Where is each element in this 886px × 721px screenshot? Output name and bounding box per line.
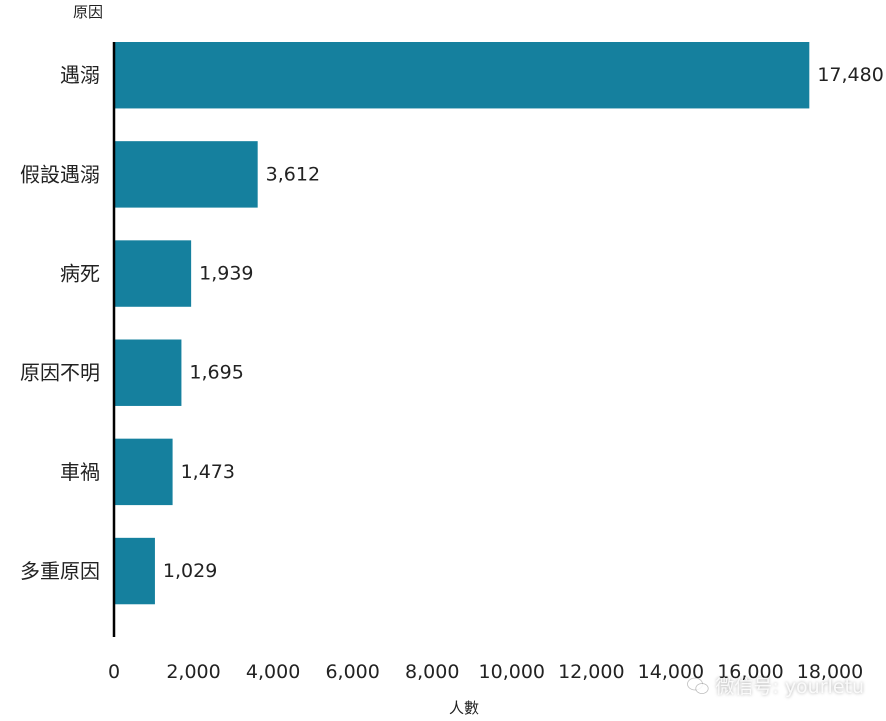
x-tick-label-3: 6,000: [325, 661, 379, 683]
category-label-3: 原因不明: [20, 361, 100, 385]
bar-0: [114, 42, 810, 109]
x-tick-label-6: 12,000: [558, 661, 624, 683]
y-axis-title: 原因: [73, 3, 103, 21]
x-tick-label-7: 14,000: [638, 661, 704, 683]
bar-4: [114, 438, 173, 506]
x-tick-labels: 0 2,000 4,000 6,000 8,000 10,000 12,000 14,000 1…: [108, 661, 863, 683]
bar-5: [114, 537, 155, 605]
value-label-4: 1,473: [181, 461, 235, 483]
value-label-1: 3,612: [266, 163, 320, 185]
bar-3: [114, 339, 182, 406]
bars-group: [114, 42, 810, 605]
x-tick-label-9: 18,000: [797, 661, 863, 683]
bar-2: [114, 240, 192, 307]
category-label-0: 遇溺: [60, 63, 100, 87]
x-tick-label-4: 8,000: [405, 661, 459, 683]
value-label-2: 1,939: [199, 263, 253, 285]
value-label-3: 1,695: [189, 362, 243, 384]
category-label-2: 病死: [60, 262, 100, 286]
value-label-0: 17,480: [817, 64, 883, 86]
x-tick-label-1: 2,000: [166, 661, 220, 683]
x-tick-label-0: 0: [108, 661, 120, 683]
bar-1: [114, 141, 258, 208]
value-labels: 17,480 3,612 1,939 1,695 1,473 1,029: [163, 64, 884, 582]
watermark-text: 微信号: yourletu: [715, 676, 864, 698]
x-tick-label-8: 16,000: [717, 661, 783, 683]
category-label-4: 車禍: [60, 460, 100, 484]
watermark: 微信号: yourletu: [687, 672, 864, 699]
wechat-icon: [687, 677, 709, 694]
category-label-1: 假設遇溺: [20, 162, 100, 186]
category-label-5: 多重原因: [20, 559, 100, 583]
x-axis-title: 人數: [449, 699, 479, 717]
x-tick-label-5: 10,000: [479, 661, 545, 683]
x-tick-label-2: 4,000: [246, 661, 300, 683]
value-label-5: 1,029: [163, 560, 217, 582]
